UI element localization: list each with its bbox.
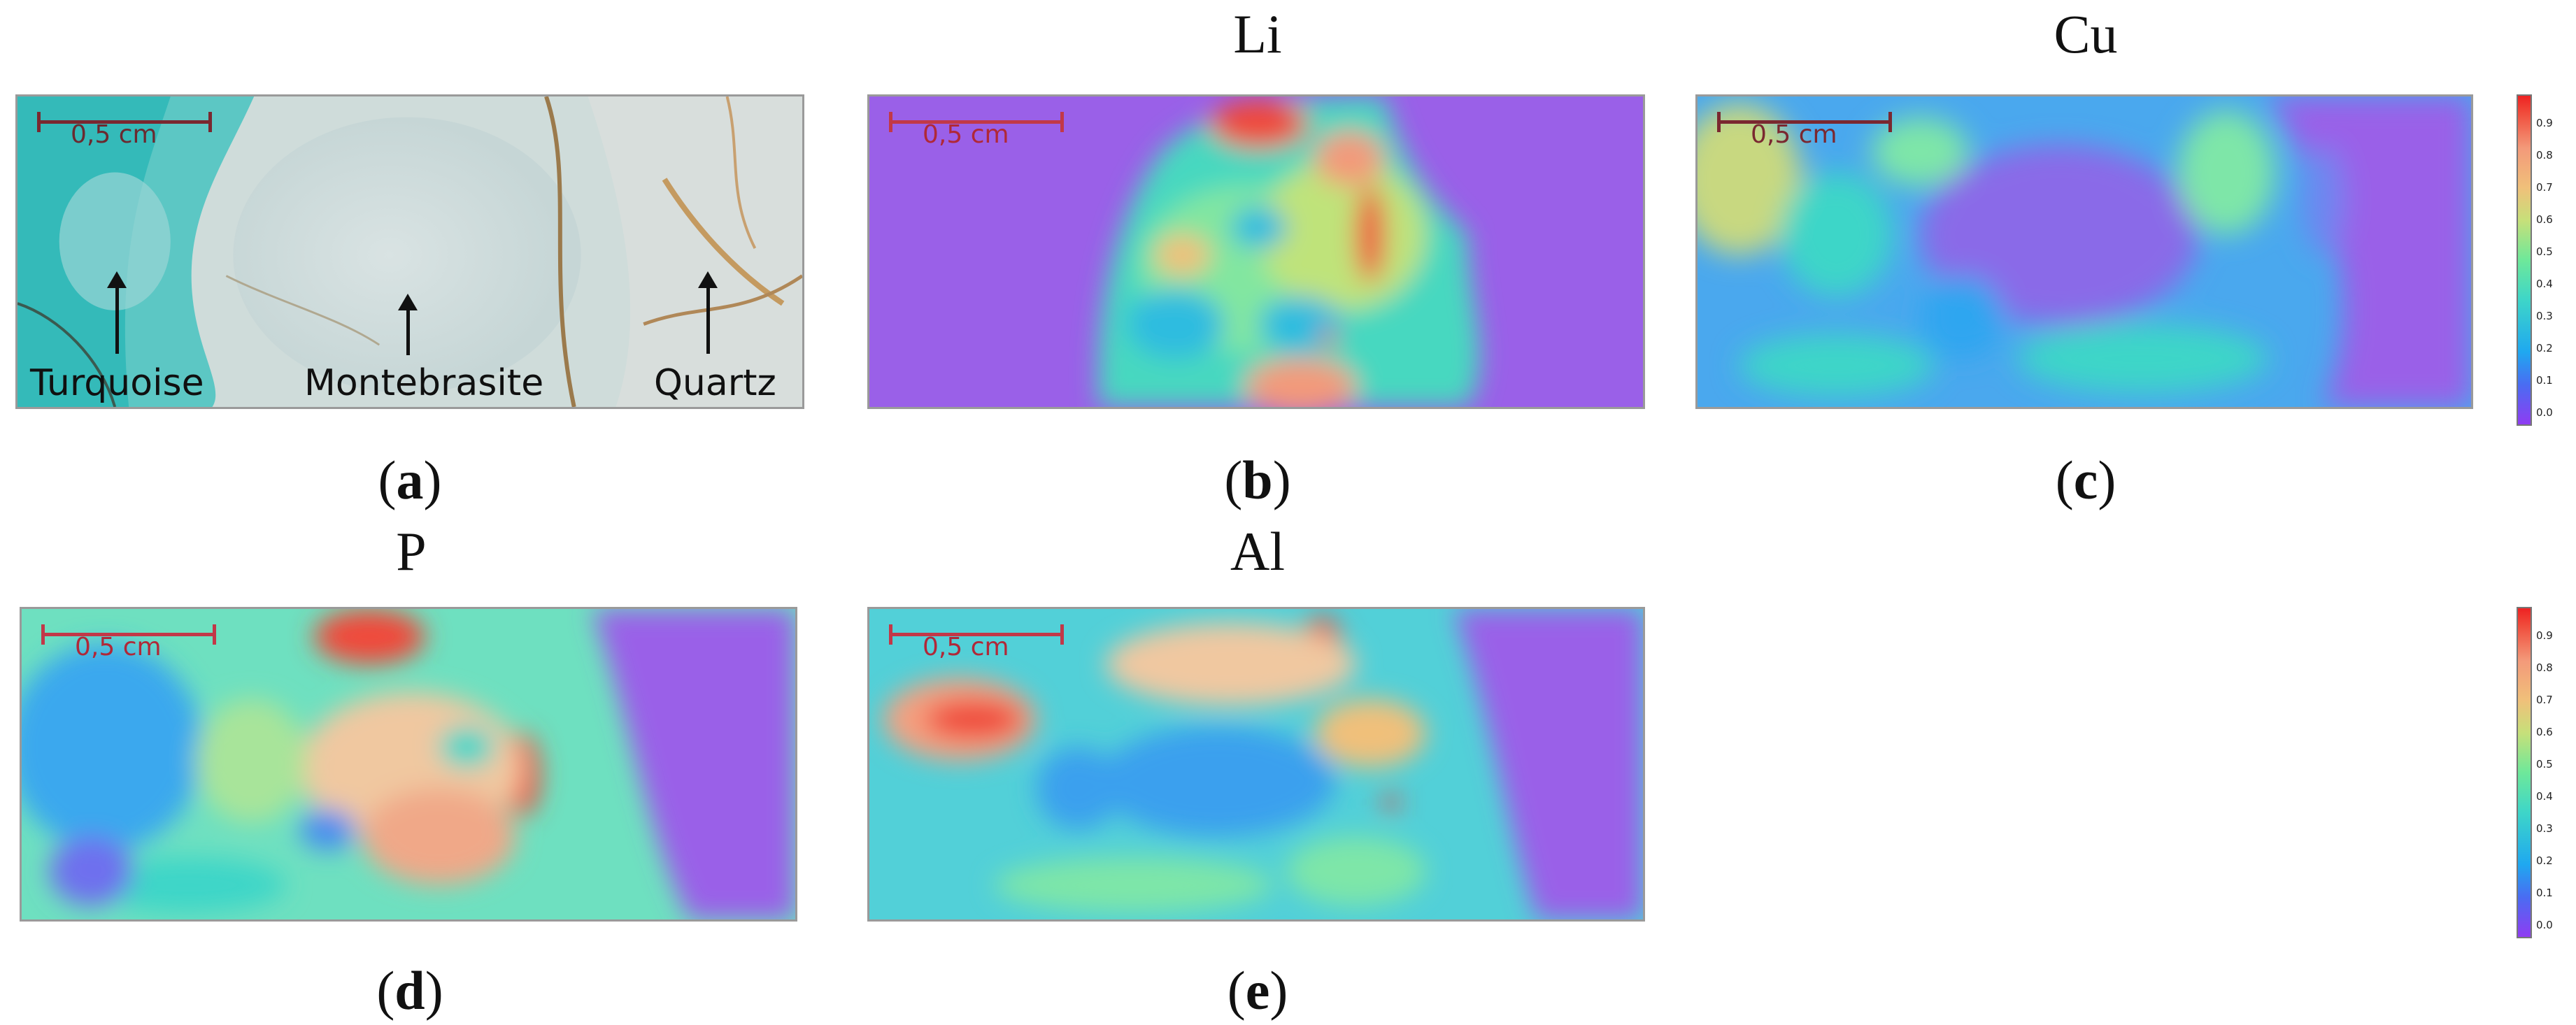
montebrasite-arrow <box>398 294 418 355</box>
panel-d-p-map: 0,5 cm <box>20 607 797 922</box>
cbar-top-tick-0.3: 0.3 <box>2536 310 2553 322</box>
panel-c-scale-bar <box>1717 112 1892 133</box>
turquoise-label: Turquoise <box>30 362 204 404</box>
panel-d-scale-bar <box>41 624 216 645</box>
cbar-bottom-tick-0.3: 0.3 <box>2536 822 2553 835</box>
caption-c: (c) <box>2055 450 2116 510</box>
cbar-top-tick-0.5: 0.5 <box>2536 245 2553 258</box>
panel-d-element-title: P <box>396 521 427 582</box>
panel-a-scale-label: 0,5 cm <box>71 120 157 149</box>
cbar-bottom-tick-0.8: 0.8 <box>2536 661 2553 674</box>
panel-b-scale-bar <box>889 112 1064 133</box>
cu-heatmap <box>1698 96 2471 407</box>
caption-d: (d) <box>376 960 443 1021</box>
cbar-top-tick-0.2: 0.2 <box>2536 342 2553 354</box>
montebrasite-label: Montebrasite <box>304 362 544 404</box>
panel-a-photo: 0,5 cm Turquoise Montebrasite Quartz <box>15 94 804 409</box>
panel-c-scale-label: 0,5 cm <box>1751 120 1837 149</box>
caption-b: (b) <box>1224 450 1291 510</box>
cbar-bottom-tick-0.6: 0.6 <box>2536 726 2553 738</box>
cbar-top-tick-0.6: 0.6 <box>2536 213 2553 226</box>
mineral-photo <box>17 96 802 407</box>
cbar-top-tick-0.8: 0.8 <box>2536 149 2553 162</box>
turquoise-arrow <box>107 271 127 354</box>
panel-d-scale-label: 0,5 cm <box>75 633 162 661</box>
panel-a-scale-bar <box>37 112 212 133</box>
cbar-bottom-tick-0.7: 0.7 <box>2536 694 2553 706</box>
caption-e: (e) <box>1227 960 1288 1021</box>
cbar-bottom-tick-0.5: 0.5 <box>2536 758 2553 770</box>
al-heatmap <box>869 609 1643 919</box>
cbar-bottom-tick-0.4: 0.4 <box>2536 790 2553 803</box>
cbar-top-tick-0.0: 0.0 <box>2536 406 2553 419</box>
colorbar-bottom-ticks: 0.9 0.8 0.7 0.6 0.5 0.4 0.3 0.2 0.1 0.0 <box>2536 607 2564 936</box>
quartz-arrow <box>698 271 718 354</box>
cbar-top-tick-0.1: 0.1 <box>2536 374 2553 387</box>
cbar-bottom-tick-0.1: 0.1 <box>2536 887 2553 899</box>
cbar-top-tick-0.9: 0.9 <box>2536 117 2553 129</box>
panel-e-al-map: 0,5 cm <box>867 607 1645 922</box>
caption-a: (a) <box>378 450 442 510</box>
cbar-bottom-tick-0.9: 0.9 <box>2536 629 2553 642</box>
cbar-top-tick-0.7: 0.7 <box>2536 181 2553 194</box>
li-heatmap <box>869 96 1643 407</box>
colorbar-bottom <box>2517 607 2532 938</box>
panel-c-element-title: Cu <box>2054 3 2118 64</box>
panel-c-cu-map: 0,5 cm <box>1695 94 2473 409</box>
colorbar-top-ticks: 0.9 0.8 0.7 0.6 0.5 0.4 0.3 0.2 0.1 0.0 <box>2536 94 2564 423</box>
panel-b-element-title: Li <box>1233 3 1282 64</box>
colorbar-top <box>2517 94 2532 426</box>
panel-b-scale-label: 0,5 cm <box>923 120 1009 149</box>
p-heatmap <box>22 609 795 919</box>
panel-e-element-title: Al <box>1230 521 1285 582</box>
panel-e-scale-bar <box>889 624 1064 645</box>
cbar-bottom-tick-0.0: 0.0 <box>2536 919 2553 931</box>
cbar-bottom-tick-0.2: 0.2 <box>2536 854 2553 867</box>
panel-e-scale-label: 0,5 cm <box>923 633 1009 661</box>
panel-b-li-map: 0,5 cm <box>867 94 1645 409</box>
quartz-label: Quartz <box>654 362 776 404</box>
cbar-top-tick-0.4: 0.4 <box>2536 278 2553 290</box>
